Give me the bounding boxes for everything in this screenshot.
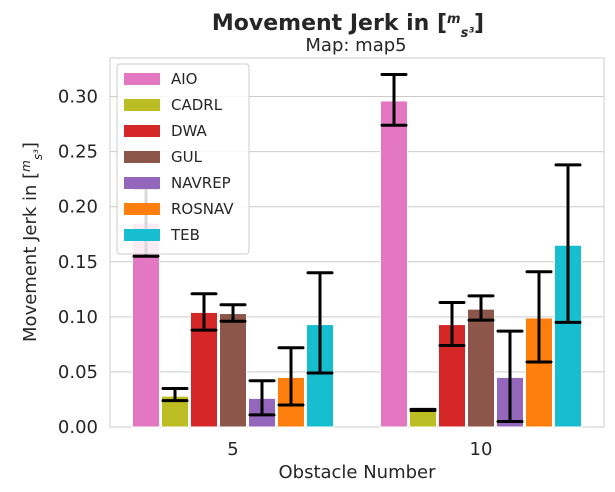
- chart-title: Movement Jerk in [ms³]: [212, 11, 484, 41]
- y-tick-label: 0.25: [58, 142, 98, 163]
- legend-label-rosnav: ROSNAV: [171, 200, 234, 218]
- legend-swatch-aio: [124, 73, 160, 85]
- legend-swatch-rosnav: [124, 203, 160, 215]
- y-tick-label: 0.15: [58, 252, 98, 273]
- bar-gul-5: [219, 313, 247, 428]
- bar-aio-10: [380, 100, 408, 428]
- bars-group: [132, 100, 582, 428]
- x-axis-label: Obstacle Number: [278, 462, 436, 483]
- legend-swatch-gul: [124, 151, 160, 163]
- legend-label-dwa: DWA: [171, 122, 208, 140]
- legend-swatch-cadrl: [124, 99, 160, 111]
- legend-label-navrep: NAVREP: [171, 174, 231, 192]
- legend-swatch-dwa: [124, 125, 160, 137]
- x-axis-ticks: 5 10: [227, 439, 492, 460]
- y-tick-label: 0.20: [58, 197, 98, 218]
- legend-label-teb: TEB: [170, 226, 200, 244]
- error-bars-group: [132, 73, 582, 423]
- legend: AIO CADRL DWA GUL NAVREP ROSNAV TEB: [116, 63, 250, 255]
- bar-cadrl-10: [409, 408, 437, 428]
- legend-label-aio: AIO: [171, 70, 198, 88]
- legend-label-cadrl: CADRL: [171, 96, 223, 114]
- y-axis-label: Movement Jerk in [ms³]: [19, 142, 45, 342]
- y-tick-label: 0.00: [58, 417, 98, 438]
- y-tick-label: 0.10: [58, 307, 98, 328]
- chart-subtitle: Map: map5: [305, 35, 406, 56]
- x-tick-label: 5: [227, 439, 238, 460]
- legend-swatch-navrep: [124, 177, 160, 189]
- legend-label-gul: GUL: [171, 148, 203, 166]
- y-tick-label: 0.05: [58, 362, 98, 383]
- x-tick-label: 10: [470, 439, 493, 460]
- bar-gul-10: [467, 308, 495, 428]
- legend-swatch-teb: [124, 229, 160, 241]
- y-axis-ticks: 0.00 0.05 0.10 0.15 0.20 0.25 0.30: [58, 87, 98, 438]
- y-tick-label: 0.30: [58, 87, 98, 108]
